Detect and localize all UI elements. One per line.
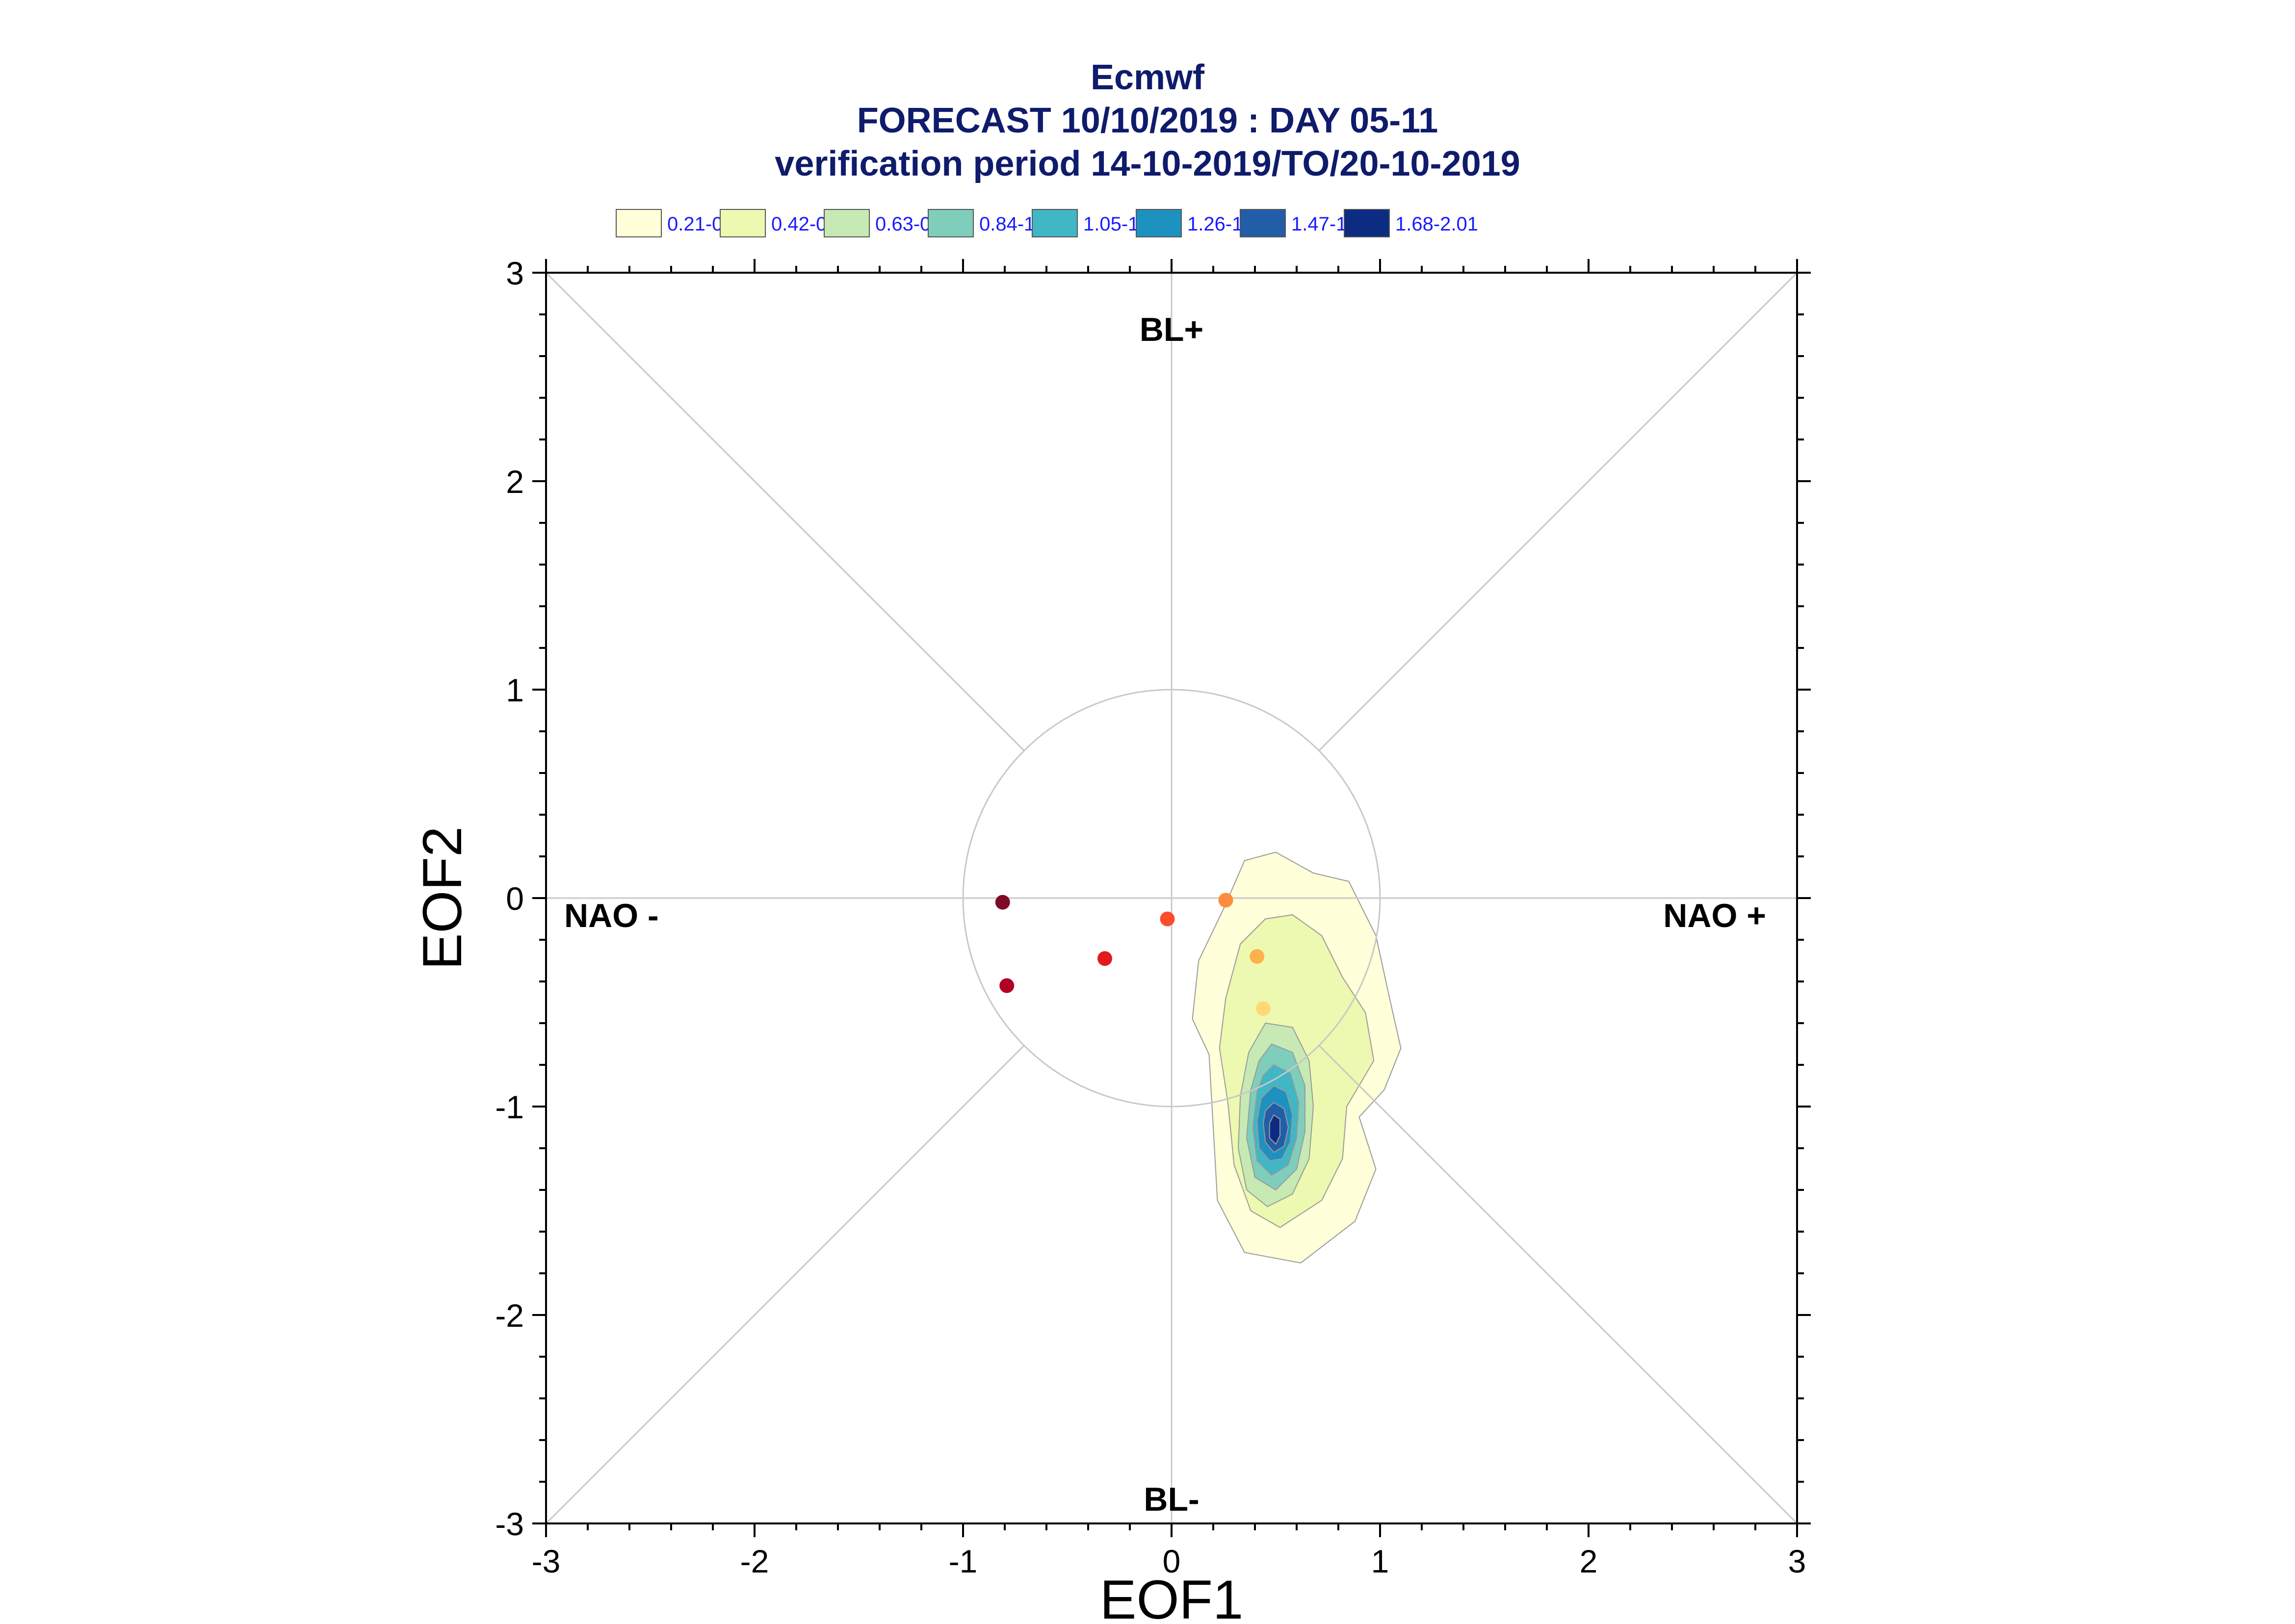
diagonal-line: [545, 1045, 1025, 1524]
axis-ticks: -3 -2 -1 0 1 2 3 -3 -2 -1 0 1 2 3: [495, 255, 1811, 1579]
legend-swatch: [824, 209, 870, 237]
regime-label-nao-minus: NAO -: [564, 897, 659, 934]
y-axis-label: EOF2: [412, 826, 473, 970]
legend-swatch: [1240, 209, 1286, 237]
legend-swatch: [616, 209, 662, 237]
y-tick-label: -2: [495, 1297, 524, 1334]
diagonal-line: [1318, 272, 1798, 751]
chart-title: Ecmwf: [1091, 58, 1205, 97]
data-point: [995, 895, 1010, 910]
x-tick-label: 2: [1580, 1543, 1598, 1579]
density-contours: [1192, 851, 1402, 1263]
chart-subtitle-forecast: FORECAST 10/10/2019 : DAY 05-11: [857, 101, 1438, 140]
legend-swatch: [1344, 209, 1390, 237]
legend-swatch: [928, 209, 974, 237]
y-tick-label: 0: [506, 880, 524, 917]
x-tick-label: 3: [1788, 1543, 1806, 1579]
density-contour-8: [1269, 1114, 1280, 1145]
regime-label-bl-minus: BL-: [1144, 1481, 1199, 1518]
y-tick-label: 1: [506, 672, 524, 708]
data-point: [999, 978, 1015, 993]
x-tick-label: 0: [1163, 1543, 1181, 1579]
data-point: [1250, 949, 1265, 964]
data-point: [1160, 911, 1175, 927]
chart-subtitle-verification: verification period 14-10-2019/TO/20-10-…: [775, 144, 1520, 183]
legend-label: 1.68-2.01: [1395, 213, 1478, 235]
y-tick-label: -3: [495, 1506, 524, 1542]
legend: 0.21-0.42 0.42-0.63 0.63-0.84 0.84-1.05 1.05…: [616, 209, 1478, 237]
regime-label-bl-plus: BL+: [1140, 311, 1203, 348]
legend-swatch: [1032, 209, 1078, 237]
data-point: [1218, 893, 1233, 908]
x-axis-label: EOF1: [1100, 1569, 1244, 1624]
regime-label-nao-plus: NAO +: [1663, 897, 1766, 934]
legend-swatch: [1136, 209, 1182, 237]
data-points: [995, 893, 1271, 1016]
y-tick-label: 2: [506, 464, 524, 500]
diagonal-line: [1318, 1045, 1798, 1524]
data-point: [1256, 1001, 1271, 1016]
x-tick-label: -2: [740, 1543, 769, 1579]
legend-swatch: [720, 209, 766, 237]
diagonal-line: [545, 272, 1025, 751]
x-tick-label: 1: [1371, 1543, 1389, 1579]
y-tick-label: 3: [506, 255, 524, 291]
guide-lines: [545, 272, 1798, 1524]
data-point: [1097, 951, 1112, 966]
plot-area: -3 -2 -1 0 1 2 3 -3 -2 -1 0 1 2 3: [495, 255, 1811, 1579]
unit-circle: [962, 689, 1381, 1108]
x-tick-label: -3: [532, 1543, 561, 1579]
x-tick-label: -1: [949, 1543, 978, 1579]
y-tick-label: -1: [495, 1089, 524, 1125]
